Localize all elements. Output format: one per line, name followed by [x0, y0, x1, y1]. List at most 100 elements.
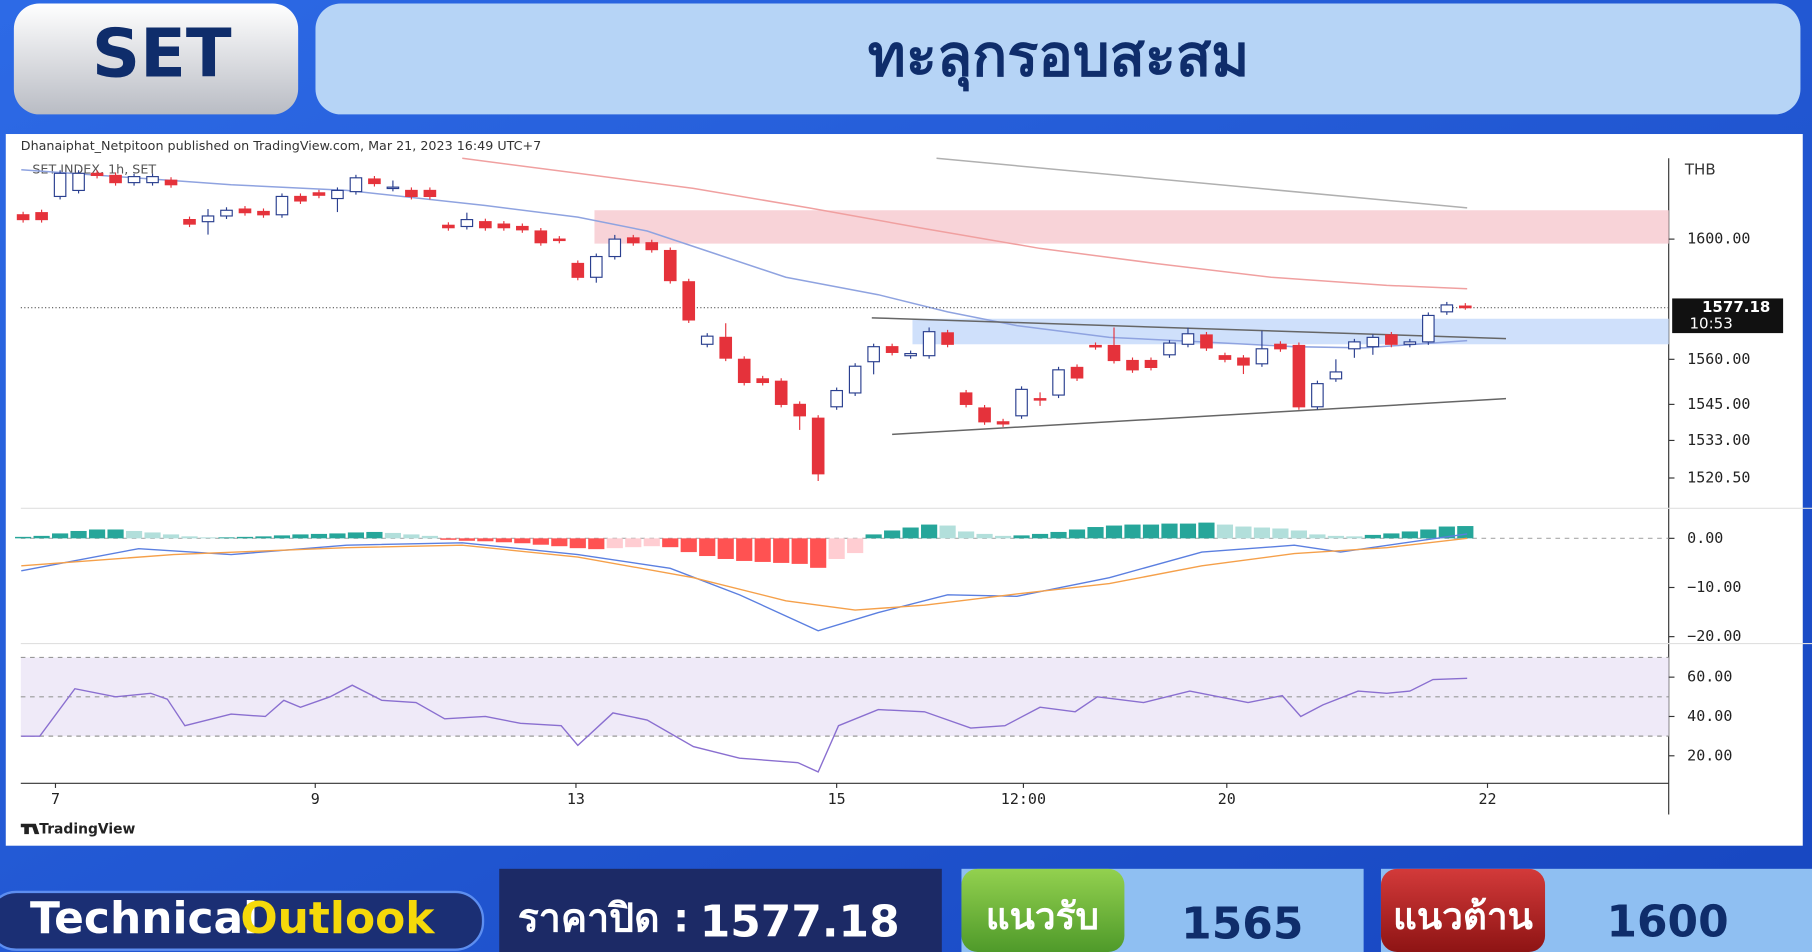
candle-body: [497, 223, 511, 229]
macd-bar: [70, 530, 87, 539]
candle-body: [201, 215, 215, 223]
macd-bar: [403, 534, 420, 539]
macd-bar: [1216, 524, 1234, 539]
macd-bar: [902, 527, 919, 539]
candle-body: [349, 177, 363, 193]
macd-bar: [514, 538, 531, 544]
candle-body: [700, 335, 714, 345]
candle-body: [1163, 342, 1176, 356]
macd-bar: [976, 533, 993, 539]
macd-bar: [847, 538, 864, 554]
macd-bar: [662, 538, 679, 548]
candle-body: [553, 238, 566, 242]
support-label-box: [961, 868, 1125, 952]
overlay-line: [892, 397, 1507, 436]
price-tick-label: 1545.00: [1687, 395, 1750, 413]
macd-bar: [310, 533, 328, 539]
candle-body: [90, 172, 104, 176]
candle-body: [16, 214, 30, 221]
candle-body: [1440, 304, 1454, 313]
macd-bar: [532, 538, 549, 545]
macd-bar: [1253, 527, 1271, 539]
candle-body: [626, 237, 640, 244]
macd-bar: [1161, 523, 1178, 539]
publisher: Dhanaiphat_Netpitoon published on Tradin…: [21, 138, 541, 153]
macd-bar: [33, 535, 50, 539]
candle-body: [1089, 344, 1102, 348]
brand-logo: [20, 823, 40, 835]
candle-body: [53, 172, 67, 198]
candle-body: [848, 365, 862, 394]
candle-body: [571, 262, 585, 278]
close-label: ราคาปิด :: [518, 896, 689, 941]
macd-bar: [52, 533, 69, 539]
resistance-label-box: [1380, 868, 1546, 952]
rsi-tick-label: 60.00: [1687, 668, 1732, 686]
candle-body: [959, 392, 973, 405]
title: ทะลุกรอบสะสม: [868, 22, 1250, 93]
plot: 1600.001560.001545.001533.001520.501577.…: [15, 157, 1784, 808]
macd-bar: [884, 530, 901, 539]
macd-bar: [699, 538, 716, 557]
price-tick-label: 1533.00: [1687, 431, 1750, 449]
candle-body: [257, 210, 270, 216]
zone: [594, 210, 1669, 244]
macd-bar: [440, 538, 457, 540]
candle-body: [1126, 359, 1139, 371]
candle-body: [72, 172, 85, 192]
macd-bar: [255, 536, 272, 539]
badge: [13, 3, 299, 115]
candle-body: [331, 189, 344, 200]
candle-body: [608, 238, 622, 258]
candle-body: [1366, 336, 1380, 348]
candle-body: [1311, 383, 1324, 408]
macd-bar: [717, 538, 734, 559]
macd-bar: [144, 532, 161, 539]
candle-body: [1274, 343, 1287, 350]
macd-bar: [588, 538, 605, 550]
candle-body: [645, 242, 659, 251]
macd-bar: [107, 529, 124, 539]
macd-bar: [1327, 535, 1344, 539]
macd-bar: [292, 534, 309, 539]
support-value: 1565: [1181, 899, 1303, 950]
candle-body: [405, 189, 418, 198]
candle-body: [996, 421, 1010, 425]
macd-bar: [791, 538, 808, 564]
outlook-pill: [0, 890, 485, 951]
macd-tick-label: −10.00: [1687, 578, 1741, 596]
x-tick-label: 9: [311, 790, 320, 808]
price-tick-label: 1520.50: [1687, 469, 1750, 487]
candle-body: [885, 346, 899, 353]
candle-body: [1107, 344, 1121, 362]
macd-bar: [625, 538, 642, 548]
candle-body: [719, 336, 733, 359]
candle-body: [1181, 333, 1195, 345]
candle-body: [146, 176, 159, 184]
candle-body: [682, 281, 696, 321]
macd-bar: [1346, 536, 1363, 539]
macd-bar: [1438, 526, 1455, 539]
technical: Technical: [30, 893, 258, 944]
macd-bar: [162, 534, 180, 539]
macd-bar: [347, 532, 365, 539]
macd-bar: [88, 529, 106, 539]
candle-body: [386, 186, 400, 190]
macd-bar: [551, 538, 568, 547]
x-tick-label: 13: [567, 790, 585, 808]
candle-body: [35, 212, 48, 221]
candle-body: [238, 208, 252, 214]
candle-body: [127, 176, 141, 184]
candle-body: [941, 332, 954, 345]
candle-body: [1015, 388, 1028, 417]
candle-body: [867, 346, 880, 363]
macd-bar: [1383, 533, 1400, 539]
macd-bar: [329, 533, 346, 539]
macd-bar: [1309, 534, 1326, 539]
close-box: [499, 868, 942, 952]
title-panel: [315, 3, 1801, 115]
candle-body: [516, 225, 529, 231]
candle-body: [774, 380, 788, 405]
x-tick-label: 15: [828, 790, 846, 808]
